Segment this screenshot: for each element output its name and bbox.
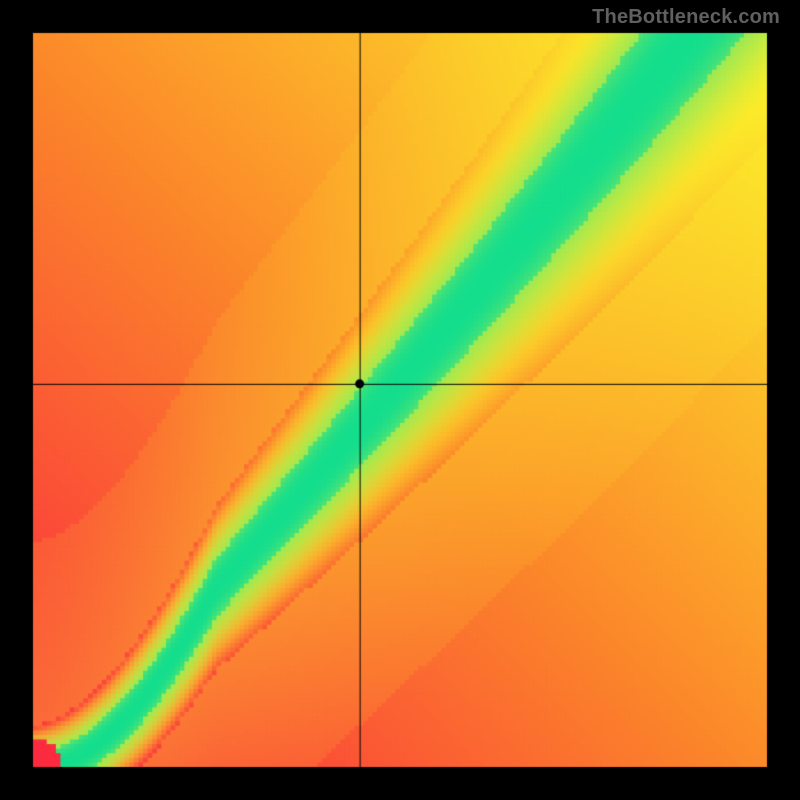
bottleneck-heatmap	[0, 0, 800, 800]
chart-container: TheBottleneck.com	[0, 0, 800, 800]
watermark-text: TheBottleneck.com	[592, 6, 780, 29]
